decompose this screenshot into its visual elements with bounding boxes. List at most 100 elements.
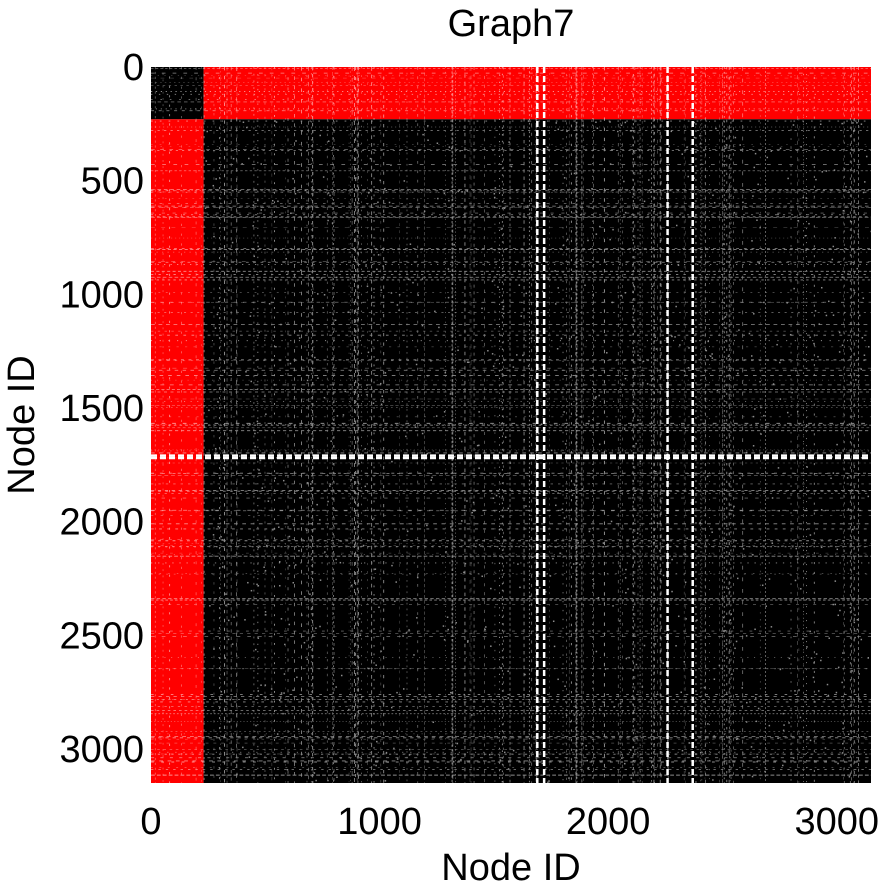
texture-speck	[841, 752, 844, 754]
texture-speck	[485, 626, 487, 628]
texture-speck	[638, 565, 640, 568]
texture-speck	[339, 561, 342, 564]
texture-speck	[587, 239, 589, 242]
texture-speck	[280, 323, 282, 326]
texture-speck	[295, 140, 297, 142]
texture-speck	[817, 355, 819, 358]
texture-speck	[309, 646, 312, 648]
texture-speck	[263, 566, 265, 569]
texture-speck	[598, 394, 600, 397]
texture-speck	[537, 432, 540, 435]
texture-speck	[805, 425, 808, 428]
texture-speck	[668, 629, 670, 631]
texture-speck	[366, 384, 368, 386]
texture-speck	[738, 329, 740, 331]
texture-speck	[284, 643, 286, 646]
texture-speck	[595, 121, 597, 123]
texture-speck	[656, 522, 659, 524]
texture-speck	[851, 528, 854, 531]
texture-speck	[301, 130, 303, 132]
texture-speck	[340, 757, 342, 759]
texture-speck	[861, 337, 864, 339]
texture-speck	[722, 630, 725, 632]
texture-speck	[478, 411, 480, 413]
texture-speck	[270, 688, 273, 690]
texture-speck	[220, 690, 223, 693]
texture-speck	[693, 436, 696, 439]
texture-speck	[609, 163, 612, 165]
y-tick-label: 2500	[59, 615, 144, 657]
texture-speck	[223, 451, 226, 453]
texture-speck	[810, 657, 813, 659]
texture-speck	[242, 121, 245, 123]
texture-speck	[651, 764, 654, 767]
texture-speck	[427, 125, 429, 127]
texture-speck	[632, 408, 634, 411]
texture-speck	[279, 697, 282, 699]
texture-speck	[344, 390, 346, 393]
texture-speck	[648, 189, 651, 191]
texture-speck	[372, 701, 374, 704]
texture-speck	[568, 777, 570, 779]
texture-speck	[396, 758, 399, 760]
chart-title: Graph7	[448, 3, 575, 45]
texture-speck	[707, 340, 709, 343]
texture-speck	[299, 497, 301, 499]
texture-speck	[213, 648, 215, 650]
texture-speck	[246, 126, 248, 129]
texture-speck	[809, 739, 812, 742]
texture-speck	[444, 371, 447, 374]
texture-speck	[384, 372, 387, 374]
texture-speck	[765, 605, 767, 607]
texture-speck	[845, 185, 847, 188]
texture-speck	[699, 134, 701, 137]
texture-speck	[375, 664, 377, 666]
texture-speck	[812, 676, 815, 679]
texture-speck	[360, 757, 363, 760]
texture-speck	[450, 691, 452, 694]
texture-speck	[858, 673, 860, 675]
texture-speck	[396, 304, 399, 306]
texture-speck	[457, 349, 459, 352]
texture-speck	[481, 307, 483, 310]
texture-speck	[459, 150, 461, 152]
texture-speck	[659, 550, 661, 552]
texture-speck	[391, 564, 393, 567]
texture-speck	[405, 435, 407, 438]
texture-speck	[328, 738, 330, 740]
texture-speck	[456, 742, 459, 745]
texture-speck	[752, 554, 754, 556]
texture-speck	[832, 314, 835, 316]
texture-speck	[406, 530, 409, 533]
texture-speck	[264, 569, 267, 572]
texture-speck	[809, 336, 811, 339]
texture-speck	[646, 383, 649, 385]
texture-speck	[232, 157, 235, 160]
texture-speck	[491, 353, 494, 355]
texture-speck	[535, 281, 537, 284]
texture-speck	[827, 694, 830, 697]
texture-speck	[764, 770, 766, 773]
texture-speck	[677, 615, 680, 618]
texture-speck	[563, 177, 566, 179]
texture-speck	[721, 318, 724, 320]
texture-speck	[641, 686, 644, 688]
texture-speck	[323, 396, 326, 399]
texture-speck	[782, 712, 785, 715]
texture-speck	[711, 357, 714, 359]
texture-speck	[795, 369, 797, 372]
texture-speck	[421, 278, 424, 280]
texture-speck	[569, 376, 572, 378]
texture-speck	[316, 293, 319, 295]
texture-speck	[450, 526, 452, 528]
texture-speck	[737, 577, 739, 580]
texture-speck	[685, 618, 687, 620]
texture-speck	[843, 168, 846, 170]
texture-speck	[831, 258, 834, 261]
texture-speck	[303, 596, 306, 598]
texture-speck	[272, 529, 274, 531]
texture-speck	[592, 583, 595, 585]
texture-speck	[352, 477, 354, 479]
texture-speck	[779, 147, 782, 150]
texture-speck	[522, 354, 524, 357]
